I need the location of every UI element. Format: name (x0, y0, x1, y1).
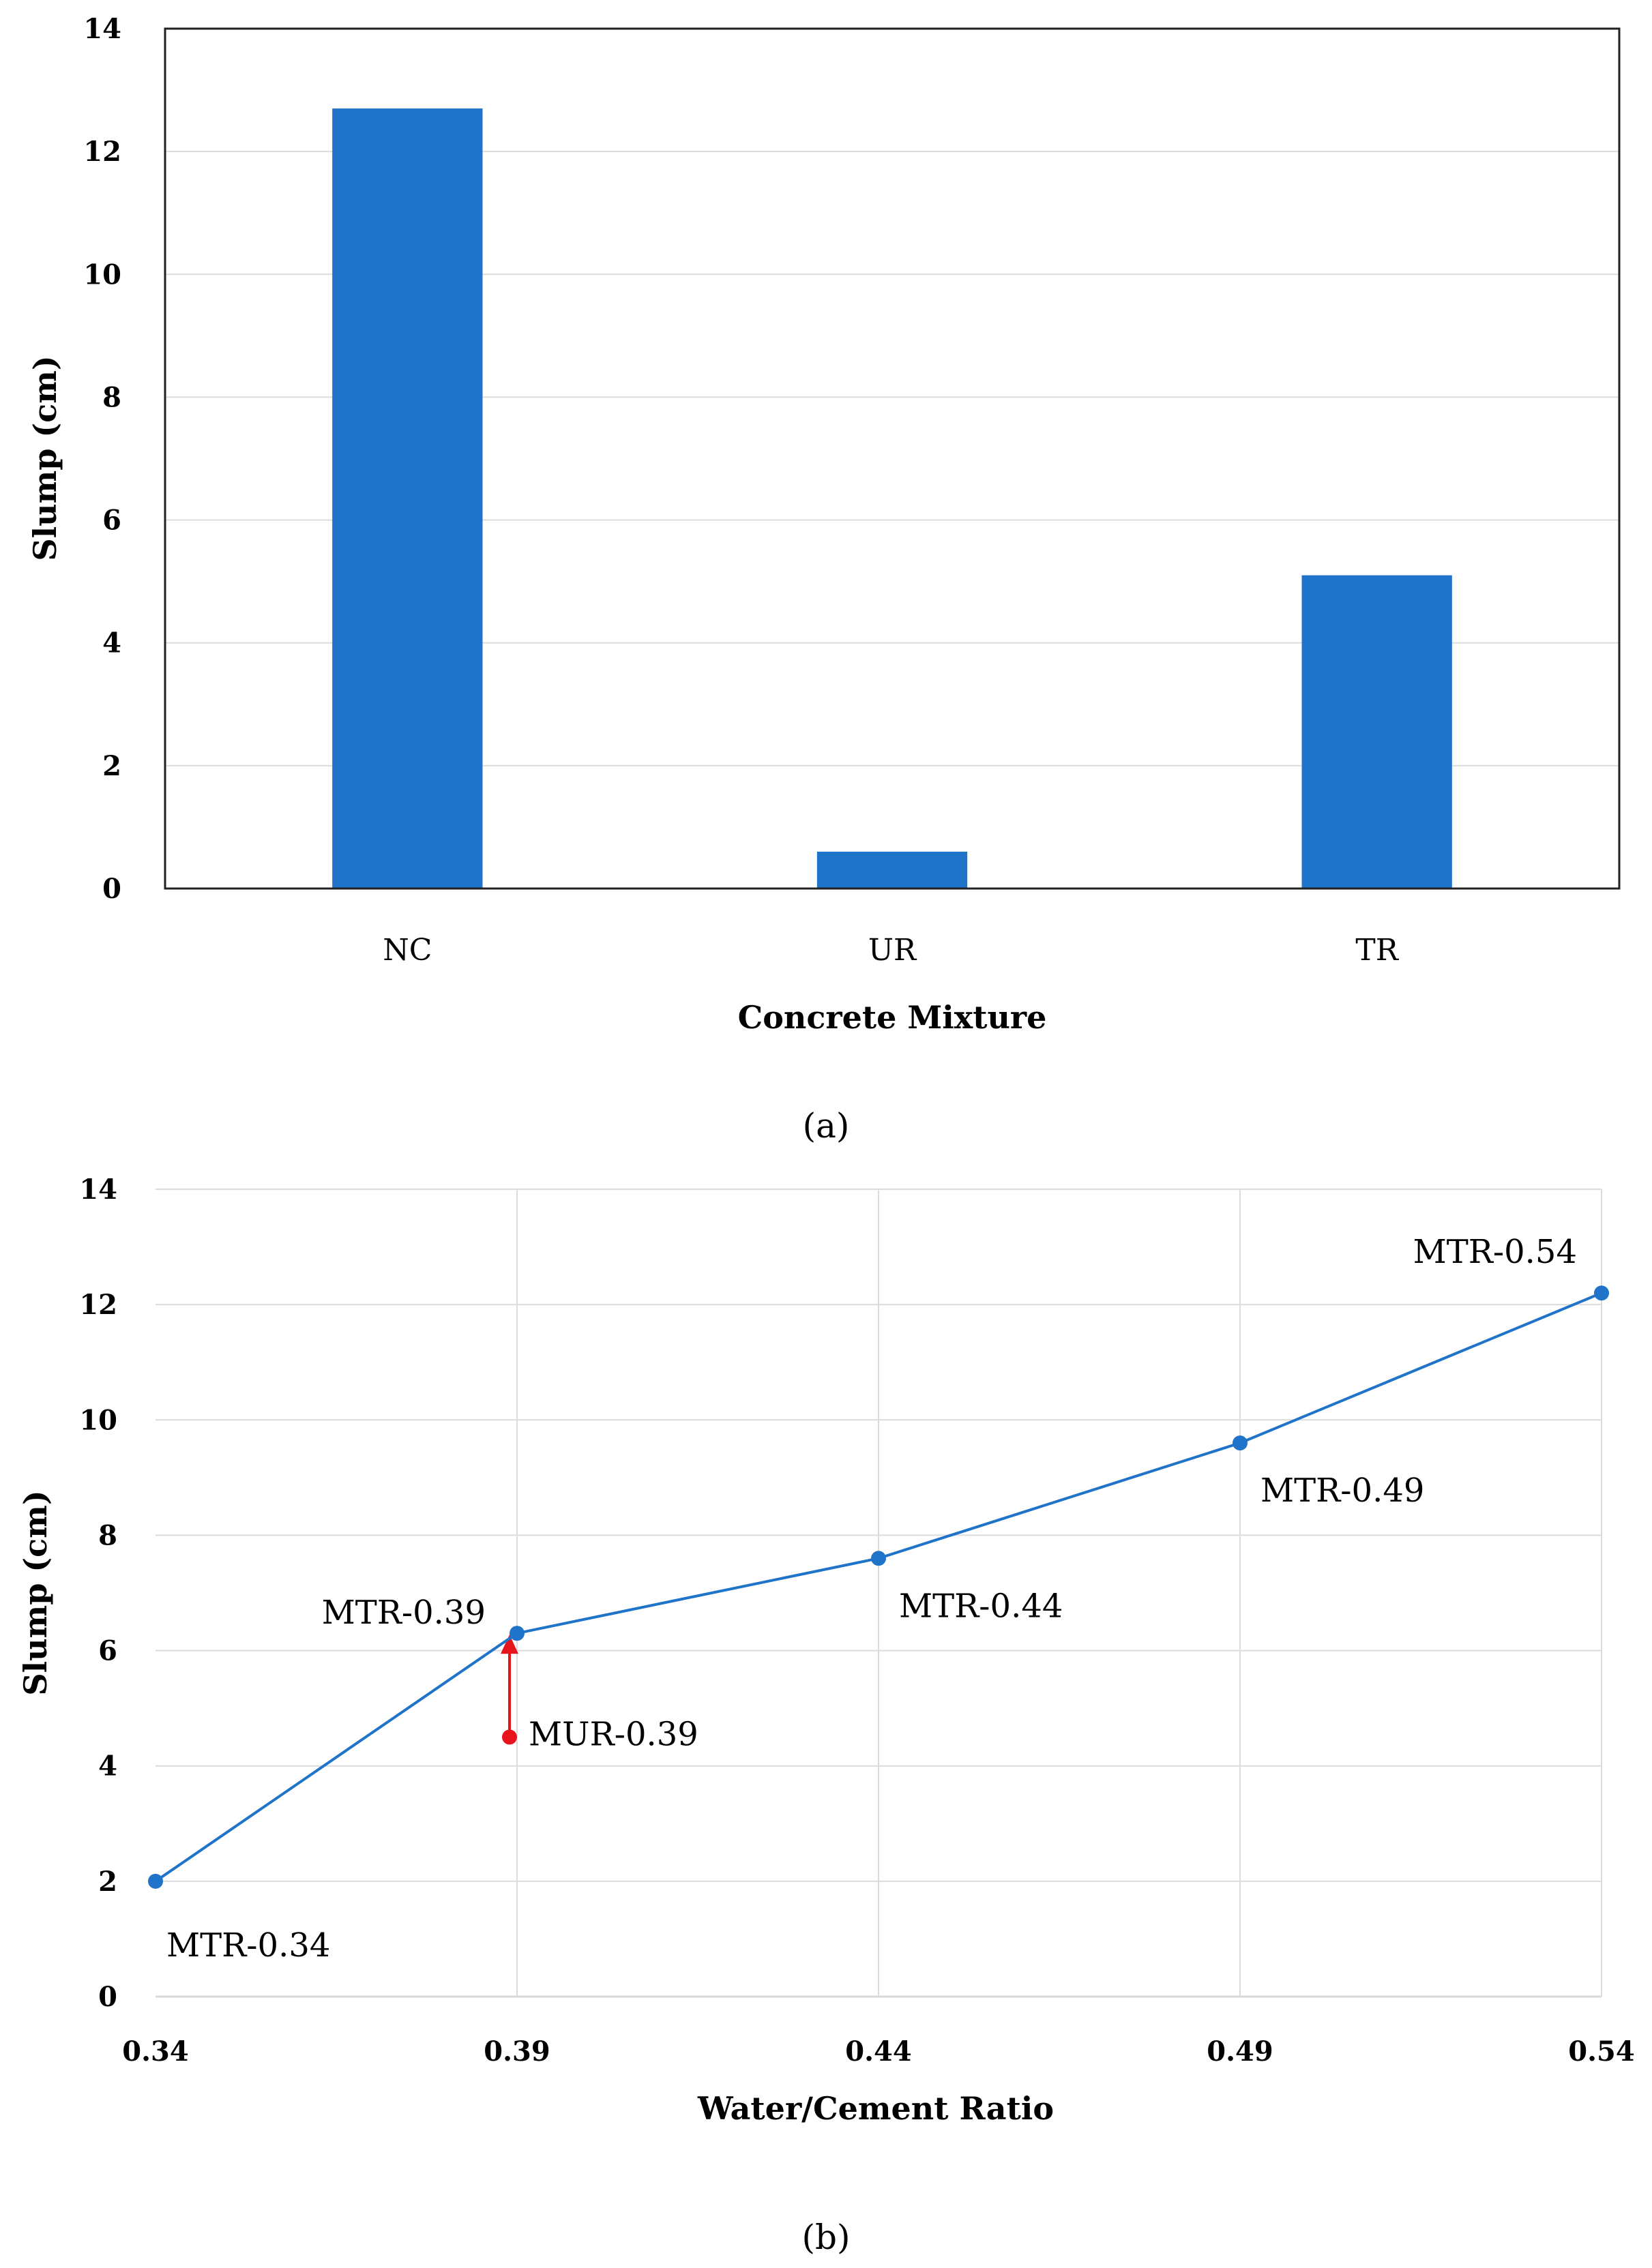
bar-chart-caption: (a) (803, 1106, 850, 1146)
line-chart-y-tick-label: 2 (98, 1866, 117, 1898)
point-label-mtr-0-49: MTR-0.49 (1260, 1472, 1424, 1510)
bar-chart: 0 2 4 6 8 10 12 14 NC UR TR Slump (cm) Concrete M… (27, 13, 1621, 1146)
bar-chart-y-tick-labels: 0 2 4 6 8 10 12 14 (83, 13, 121, 905)
bar-chart-y-tick-label: 12 (83, 136, 121, 168)
line-chart-x-tick-label: 0.34 (122, 2035, 188, 2068)
bar-ur (816, 851, 968, 889)
mur-annotation (501, 1635, 518, 1745)
line-chart-point-labels: MTR-0.34 MTR-0.39 MTR-0.44 MTR-0.49 MTR-0.54… (166, 1233, 1577, 1965)
bar-chart-x-tick-label: UR (868, 933, 917, 968)
bar-tr (1301, 575, 1452, 889)
bar-chart-x-tick-label: NC (383, 933, 432, 968)
line-chart-y-tick-label: 4 (98, 1750, 117, 1782)
bar-chart-x-tick-labels: NC UR TR (383, 933, 1400, 968)
line-chart-x-tick-labels: 0.34 0.39 0.44 0.49 0.54 (122, 2035, 1634, 2068)
bar-chart-bars (332, 108, 1452, 889)
point-label-mtr-0-44: MTR-0.44 (899, 1587, 1063, 1625)
point-mtr-0-44 (871, 1551, 886, 1566)
bar-nc (332, 108, 483, 889)
line-chart-x-axis-title: Water/Cement Ratio (697, 2090, 1054, 2127)
line-chart-y-tick-labels: 0 2 4 6 8 10 12 14 (79, 1174, 117, 2013)
line-chart-y-tick-label: 0 (98, 1981, 117, 2013)
point-label-mtr-0-54: MTR-0.54 (1413, 1233, 1577, 1271)
line-chart-y-tick-label: 10 (79, 1404, 117, 1436)
line-chart-series (148, 1285, 1609, 1889)
bar-chart-y-tick-label: 8 (102, 381, 121, 413)
bar-chart-x-tick-label: TR (1355, 933, 1399, 968)
bar-chart-y-tick-label: 6 (102, 505, 121, 537)
bar-chart-y-tick-label: 14 (83, 13, 121, 45)
line-chart-y-tick-label: 6 (98, 1635, 117, 1667)
point-mtr-0-34 (148, 1873, 163, 1889)
point-mtr-0-39 (510, 1626, 525, 1641)
line-chart-gridlines (156, 1189, 1602, 1997)
line-chart-caption: (b) (801, 2218, 850, 2257)
line-chart-x-tick-label: 0.49 (1207, 2035, 1273, 2068)
line-chart-x-tick-label: 0.54 (1568, 2035, 1634, 2068)
line-chart-y-tick-label: 8 (98, 1519, 117, 1551)
bar-chart-plot-area (164, 27, 1621, 890)
bar-chart-y-tick-label: 10 (83, 258, 121, 290)
point-label-mur-0-39: MUR-0.39 (529, 1715, 698, 1753)
point-label-mtr-0-39: MTR-0.39 (322, 1594, 486, 1632)
bar-chart-y-tick-label: 4 (102, 627, 121, 659)
line-chart-x-tick-label: 0.44 (845, 2035, 911, 2068)
line-chart-y-tick-label: 12 (79, 1289, 117, 1321)
line-chart-y-tick-label: 14 (79, 1174, 117, 1206)
bar-chart-y-tick-label: 0 (102, 873, 121, 905)
mur-arrow-head (501, 1635, 518, 1654)
line-chart-y-axis-title: Slump (cm) (17, 1490, 54, 1695)
point-mtr-0-54 (1594, 1285, 1609, 1301)
line-chart: MTR-0.34 MTR-0.39 MTR-0.44 MTR-0.49 MTR-0.54… (17, 1174, 1635, 2257)
mur-point (502, 1729, 517, 1745)
bar-chart-y-tick-label: 2 (102, 750, 121, 782)
bar-chart-x-axis-title: Concrete Mixture (738, 999, 1047, 1036)
line-chart-x-tick-label: 0.39 (484, 2035, 550, 2068)
bar-chart-y-axis-title: Slump (cm) (27, 355, 63, 561)
point-label-mtr-0-34: MTR-0.34 (166, 1926, 330, 1965)
point-mtr-0-49 (1233, 1435, 1248, 1451)
